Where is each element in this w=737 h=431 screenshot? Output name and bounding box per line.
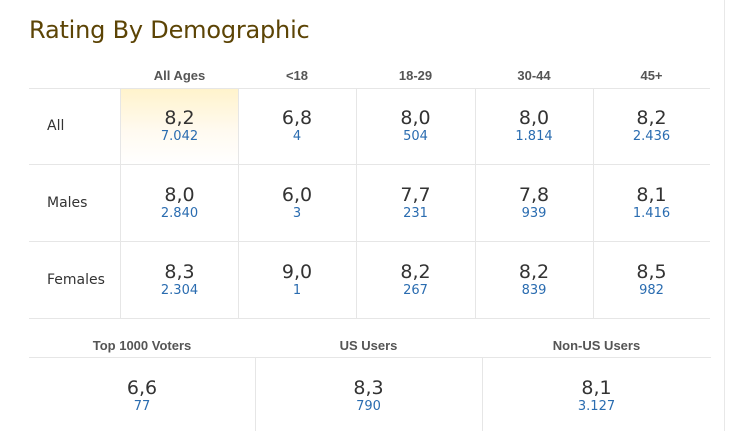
rating-cell: 9,0 1 bbox=[238, 261, 356, 299]
rating-cell: 8,2 267 bbox=[356, 261, 475, 299]
rating-cell: 8,0 1.814 bbox=[475, 107, 593, 145]
rating-value: 7,8 bbox=[518, 184, 550, 206]
highlight-all-ages-cell bbox=[121, 89, 238, 165]
column-header-45-plus: 45+ bbox=[640, 68, 663, 83]
row-label-females: Females bbox=[47, 272, 105, 288]
rating-cell-top-1000-voters: 6,6 77 bbox=[29, 377, 255, 415]
rating-value: 8,5 bbox=[636, 261, 667, 283]
rating-value: 8,3 bbox=[353, 377, 384, 399]
rating-cell: 7,8 939 bbox=[475, 184, 593, 222]
rating-value: 8,1 bbox=[581, 377, 612, 399]
row-label-males: Males bbox=[47, 195, 88, 211]
rating-value: 8,2 bbox=[164, 107, 195, 129]
vote-count-link[interactable]: 2.304 bbox=[160, 283, 199, 298]
grid-line bbox=[482, 358, 483, 431]
rating-value: 6,6 bbox=[126, 377, 158, 399]
grid-line bbox=[29, 241, 710, 242]
rating-value: 8,2 bbox=[518, 261, 550, 283]
vote-count-link[interactable]: 790 bbox=[356, 399, 381, 414]
vote-count-link[interactable]: 1 bbox=[292, 283, 302, 298]
rating-value: 8,1 bbox=[636, 184, 667, 206]
rating-cell-non-us-users: 8,1 3.127 bbox=[482, 377, 711, 415]
rating-cell: 8,5 982 bbox=[593, 261, 710, 299]
rating-value: 8,2 bbox=[636, 107, 667, 129]
vote-count-link[interactable]: 77 bbox=[133, 399, 151, 414]
grid-line bbox=[238, 89, 239, 318]
grid-line bbox=[356, 89, 357, 318]
vote-count-link[interactable]: 3.127 bbox=[577, 399, 616, 414]
grid-line bbox=[29, 357, 711, 358]
rating-cell: 8,2 2.436 bbox=[593, 107, 710, 145]
section-header-non-us-users: Non-US Users bbox=[552, 338, 641, 353]
column-header-18-29: 18-29 bbox=[398, 68, 433, 83]
rating-value: 6,8 bbox=[281, 107, 313, 129]
rating-value: 8,0 bbox=[400, 107, 431, 129]
vote-count-link[interactable]: 839 bbox=[521, 283, 547, 298]
rating-cell: 6,0 3 bbox=[238, 184, 356, 222]
rating-value: 8,0 bbox=[164, 184, 195, 206]
rating-cell: 8,2 839 bbox=[475, 261, 593, 299]
grid-line bbox=[255, 358, 256, 431]
page-title: Rating By Demographic bbox=[29, 16, 310, 44]
grid-line bbox=[29, 318, 710, 319]
vote-count-link[interactable]: 2.436 bbox=[632, 129, 671, 144]
grid-line bbox=[475, 89, 476, 318]
vote-count-link[interactable]: 1.416 bbox=[632, 206, 671, 221]
vote-count-link[interactable]: 3 bbox=[292, 206, 302, 221]
vote-count-link[interactable]: 231 bbox=[403, 206, 428, 221]
rating-cell: 8,2 7.042 bbox=[121, 107, 238, 145]
section-header-us-users: US Users bbox=[339, 338, 398, 353]
vote-count-link[interactable]: 982 bbox=[639, 283, 664, 298]
rating-cell: 8,0 2.840 bbox=[121, 184, 238, 222]
rating-value: 9,0 bbox=[281, 261, 313, 283]
grid-line bbox=[29, 88, 710, 89]
rating-cell: 8,1 1.416 bbox=[593, 184, 710, 222]
rating-cell: 8,0 504 bbox=[356, 107, 475, 145]
vote-count-link[interactable]: 4 bbox=[292, 129, 302, 144]
column-header-under-18: <18 bbox=[285, 68, 309, 83]
rating-cell: 6,8 4 bbox=[238, 107, 356, 145]
vote-count-link[interactable]: 1.814 bbox=[515, 129, 553, 144]
vote-count-link[interactable]: 2.840 bbox=[160, 206, 199, 221]
vote-count-link[interactable]: 7.042 bbox=[160, 129, 199, 144]
grid-line bbox=[29, 164, 710, 165]
grid-line bbox=[120, 89, 121, 318]
rating-value: 8,2 bbox=[400, 261, 431, 283]
vote-count-link[interactable]: 267 bbox=[403, 283, 428, 298]
column-header-30-44: 30-44 bbox=[517, 68, 551, 83]
column-header-all-ages: All Ages bbox=[153, 68, 206, 83]
rating-cell-us-users: 8,3 790 bbox=[255, 377, 482, 415]
rating-value: 7,7 bbox=[400, 184, 431, 206]
row-label-all: All bbox=[47, 118, 65, 134]
vote-count-link[interactable]: 939 bbox=[521, 206, 547, 221]
rating-value: 8,3 bbox=[164, 261, 195, 283]
rating-value: 8,0 bbox=[518, 107, 550, 129]
rating-cell: 7,7 231 bbox=[356, 184, 475, 222]
vote-count-link[interactable]: 504 bbox=[403, 129, 428, 144]
rating-cell: 8,3 2.304 bbox=[121, 261, 238, 299]
rating-value: 6,0 bbox=[281, 184, 313, 206]
section-header-top-1000-voters: Top 1000 Voters bbox=[92, 338, 192, 353]
grid-line bbox=[593, 89, 594, 318]
